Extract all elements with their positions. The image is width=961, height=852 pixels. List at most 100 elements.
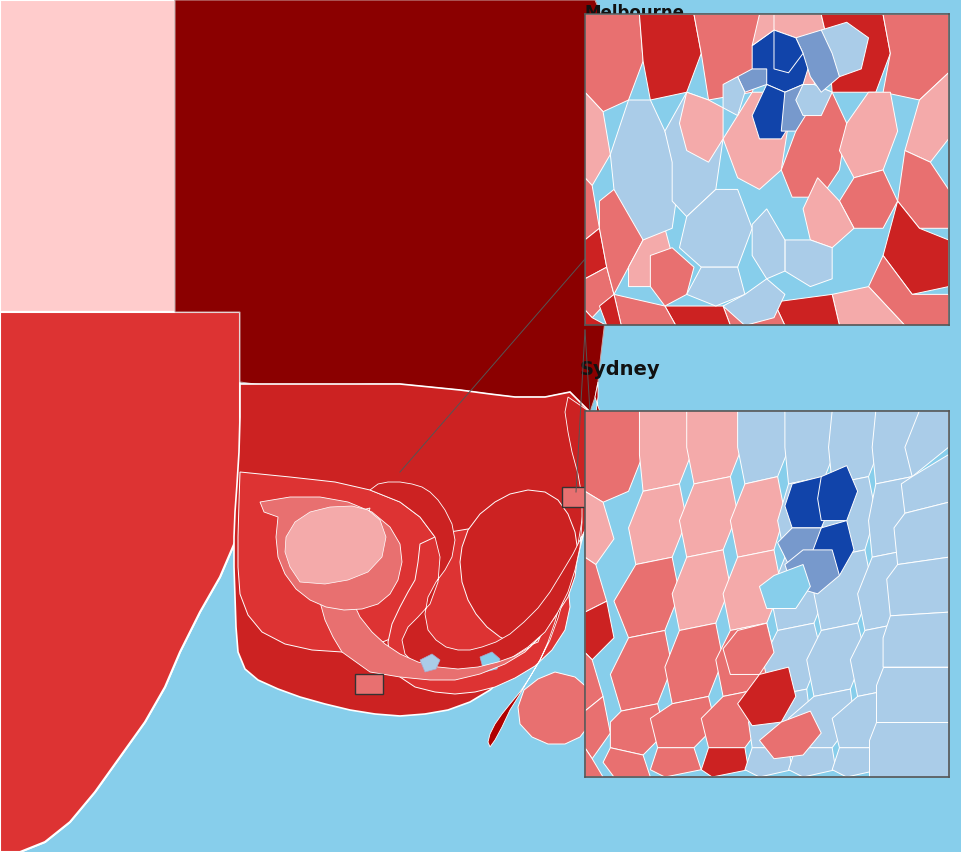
Polygon shape: [175, 0, 614, 392]
Polygon shape: [752, 209, 784, 279]
Polygon shape: [737, 667, 795, 726]
Polygon shape: [609, 100, 678, 240]
Polygon shape: [758, 14, 827, 92]
Bar: [355, 674, 382, 694]
Polygon shape: [599, 189, 642, 295]
Polygon shape: [686, 268, 744, 306]
Polygon shape: [827, 411, 882, 484]
Polygon shape: [748, 689, 809, 748]
Polygon shape: [774, 30, 802, 72]
Polygon shape: [609, 630, 672, 711]
Polygon shape: [584, 92, 609, 186]
Polygon shape: [729, 476, 784, 557]
Polygon shape: [780, 84, 809, 131]
Polygon shape: [850, 623, 907, 696]
Polygon shape: [0, 312, 239, 852]
Polygon shape: [893, 502, 948, 565]
Bar: [561, 487, 589, 507]
Polygon shape: [758, 711, 821, 758]
Text: Sydney: Sydney: [579, 360, 660, 379]
Polygon shape: [628, 228, 672, 286]
Polygon shape: [584, 653, 603, 711]
Polygon shape: [875, 667, 948, 722]
Polygon shape: [175, 0, 619, 412]
Polygon shape: [886, 557, 948, 616]
Polygon shape: [678, 92, 723, 162]
Polygon shape: [752, 30, 809, 92]
Polygon shape: [904, 72, 948, 162]
Polygon shape: [517, 672, 595, 744]
Polygon shape: [237, 472, 439, 652]
Polygon shape: [420, 654, 439, 672]
Polygon shape: [831, 748, 878, 777]
Polygon shape: [0, 312, 239, 852]
Polygon shape: [686, 411, 744, 484]
Polygon shape: [831, 286, 904, 325]
Polygon shape: [664, 306, 729, 325]
Polygon shape: [664, 92, 723, 216]
Polygon shape: [758, 565, 809, 608]
Polygon shape: [584, 310, 606, 325]
Polygon shape: [784, 550, 839, 594]
Polygon shape: [788, 689, 853, 748]
Polygon shape: [752, 84, 795, 139]
Polygon shape: [650, 248, 693, 306]
Polygon shape: [234, 384, 598, 716]
Polygon shape: [784, 411, 839, 484]
Polygon shape: [584, 411, 642, 502]
Polygon shape: [650, 748, 701, 777]
Polygon shape: [678, 189, 752, 268]
Polygon shape: [784, 240, 831, 286]
Polygon shape: [584, 557, 606, 612]
Polygon shape: [762, 623, 821, 696]
Polygon shape: [872, 411, 925, 484]
Polygon shape: [584, 696, 609, 758]
Polygon shape: [723, 92, 788, 189]
Polygon shape: [821, 14, 890, 92]
Polygon shape: [609, 704, 664, 755]
Polygon shape: [584, 268, 613, 318]
Polygon shape: [599, 295, 621, 325]
Polygon shape: [723, 550, 780, 630]
Polygon shape: [776, 528, 821, 565]
Polygon shape: [882, 612, 948, 667]
Polygon shape: [831, 689, 897, 748]
Polygon shape: [868, 256, 948, 325]
Polygon shape: [774, 295, 839, 325]
Polygon shape: [839, 92, 897, 178]
Polygon shape: [664, 623, 723, 704]
Polygon shape: [868, 476, 919, 557]
Polygon shape: [387, 527, 570, 694]
Polygon shape: [806, 623, 864, 696]
Polygon shape: [784, 476, 831, 528]
Polygon shape: [603, 748, 650, 777]
Polygon shape: [584, 228, 606, 279]
Polygon shape: [882, 201, 948, 295]
Polygon shape: [672, 550, 729, 630]
Polygon shape: [584, 14, 642, 112]
Polygon shape: [752, 14, 774, 46]
Polygon shape: [584, 602, 613, 659]
Polygon shape: [770, 550, 827, 630]
Polygon shape: [795, 84, 831, 116]
Polygon shape: [370, 397, 604, 674]
Polygon shape: [788, 748, 835, 777]
Polygon shape: [897, 151, 948, 228]
Polygon shape: [613, 295, 675, 325]
Polygon shape: [480, 652, 500, 672]
Polygon shape: [813, 550, 872, 630]
Polygon shape: [650, 696, 715, 748]
Polygon shape: [693, 14, 766, 100]
Polygon shape: [900, 455, 948, 513]
Polygon shape: [639, 411, 693, 492]
Polygon shape: [723, 279, 784, 325]
Polygon shape: [882, 14, 948, 100]
Polygon shape: [613, 557, 678, 638]
Polygon shape: [839, 170, 897, 228]
Polygon shape: [701, 748, 748, 777]
Polygon shape: [802, 521, 853, 576]
Polygon shape: [904, 411, 948, 476]
Polygon shape: [723, 623, 774, 675]
Polygon shape: [678, 476, 737, 557]
Polygon shape: [459, 490, 578, 646]
